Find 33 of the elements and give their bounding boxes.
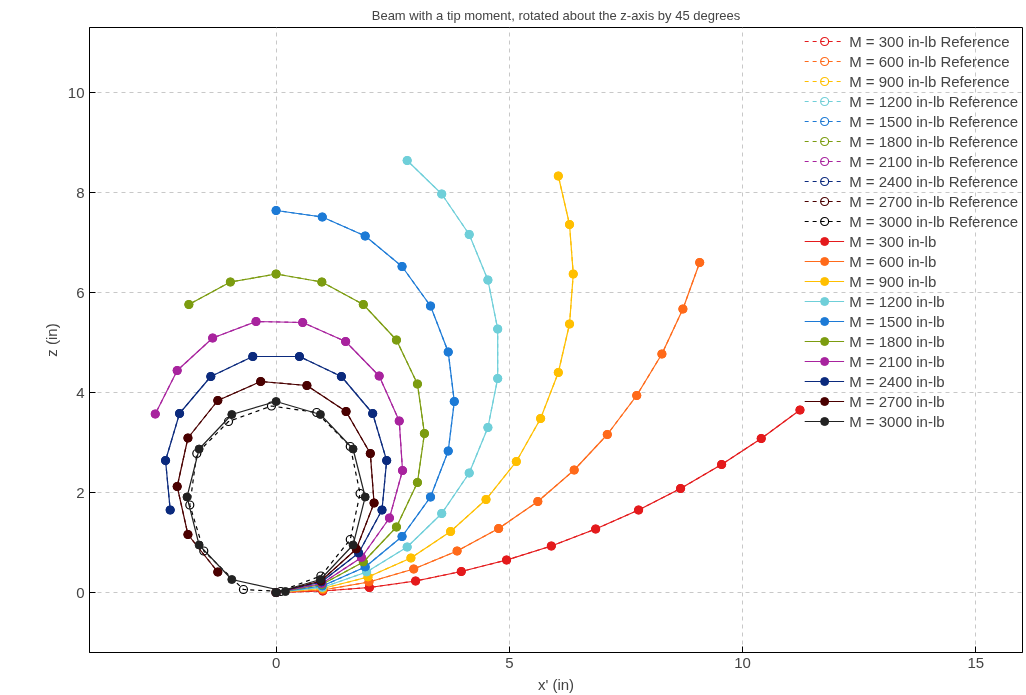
y-tick-label: 2 [76, 483, 85, 501]
legend-label: M = 2100 in-lb Reference [849, 151, 1018, 171]
y-tick-label: 4 [76, 383, 85, 401]
y-axis-title: z (in) [42, 323, 60, 357]
y-tick-label: 10 [67, 83, 85, 101]
x-tick-label: 0 [271, 653, 281, 671]
legend-label: M = 1800 in-lb [849, 331, 945, 351]
x-axis-title: x' (in) [537, 675, 575, 693]
legend-label: M = 2700 in-lb [849, 391, 945, 411]
legend-label: M = 2700 in-lb Reference [849, 191, 1018, 211]
legend-label: M = 2100 in-lb [849, 351, 945, 371]
y-tick-label: 6 [76, 283, 85, 301]
x-tick-label: 5 [505, 653, 514, 671]
legend-label: M = 300 in-lb [849, 231, 937, 251]
legend-label: M = 3000 in-lb Reference [849, 211, 1018, 231]
legend-label: M = 3000 in-lb [849, 411, 945, 431]
legend-label: M = 900 in-lb Reference [849, 71, 1010, 91]
legend-label: M = 1200 in-lb Reference [849, 91, 1018, 111]
legend-label: M = 300 in-lb Reference [849, 31, 1010, 51]
legend-label: M = 600 in-lb Reference [849, 51, 1010, 71]
legend-label: M = 1500 in-lb [849, 311, 945, 331]
legend-label: M = 1500 in-lb Reference [849, 111, 1018, 131]
x-tick-label: 15 [967, 653, 985, 671]
legend-label: M = 1200 in-lb [849, 291, 945, 311]
chart-title: Beam with a tip moment, rotated about the z-axis by 45 degrees [371, 7, 741, 23]
legend-label: M = 600 in-lb [849, 251, 937, 271]
y-tick-label: 8 [76, 183, 85, 201]
legend-label: M = 1800 in-lb Reference [849, 131, 1018, 151]
legend-label: M = 2400 in-lb [849, 371, 945, 391]
legend-label: M = 900 in-lb [849, 271, 937, 291]
y-tick-label: 0 [76, 583, 85, 601]
legend-label: M = 2400 in-lb Reference [849, 171, 1018, 191]
x-tick-label: 10 [734, 653, 751, 671]
